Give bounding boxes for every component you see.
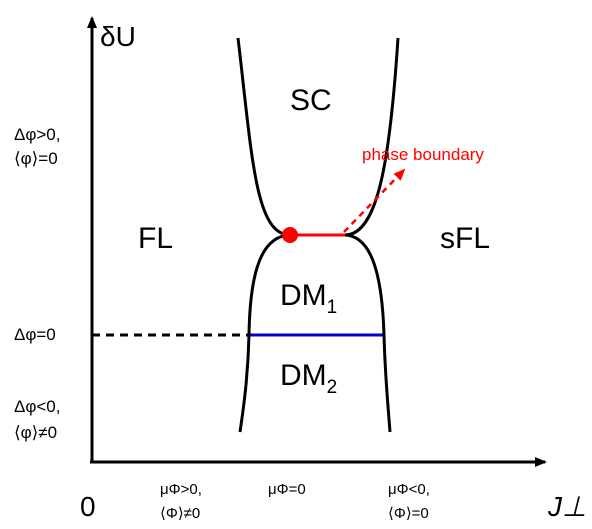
left-label-lower-1: Δφ<0, xyxy=(14,397,60,416)
region-sc: SC xyxy=(290,84,332,117)
region-dm2-sub: 2 xyxy=(327,377,338,398)
region-fl: FL xyxy=(138,222,173,255)
left-label-middle: Δφ=0 xyxy=(14,325,56,344)
region-dm1: DM1 xyxy=(280,279,337,318)
bottom-label-center: μΦ=0 xyxy=(268,481,306,498)
bottom-label-right-1: μΦ<0, xyxy=(388,481,430,498)
origin-label: 0 xyxy=(80,491,96,522)
sc-boundary-left xyxy=(236,37,291,237)
critical-point xyxy=(282,227,298,243)
phase-boundary-annotation: phase boundary xyxy=(362,145,484,164)
annotation-arrow xyxy=(343,168,406,233)
dm-boundary-left xyxy=(238,233,291,433)
left-label-lower-2: ⟨φ⟩≠0 xyxy=(14,423,57,442)
region-dm1-main: DM xyxy=(280,279,327,312)
region-dm1-sub: 1 xyxy=(327,297,338,318)
dm-boundary-right xyxy=(344,233,392,433)
sc-boundary-right xyxy=(344,37,400,237)
left-label-upper-2: ⟨φ⟩=0 xyxy=(14,149,58,168)
left-label-upper-1: Δφ>0, xyxy=(14,125,60,144)
bottom-label-right-2: ⟨Φ⟩=0 xyxy=(388,505,429,522)
region-dm2: DM2 xyxy=(280,359,337,398)
region-sfl: sFL xyxy=(440,222,490,255)
x-axis-title: J⊥ xyxy=(547,491,586,522)
y-axis-title: δU xyxy=(100,21,136,52)
bottom-label-left-2: ⟨Φ⟩≠0 xyxy=(160,505,200,522)
bottom-label-left-1: μΦ>0, xyxy=(160,481,202,498)
region-dm2-main: DM xyxy=(280,359,327,392)
